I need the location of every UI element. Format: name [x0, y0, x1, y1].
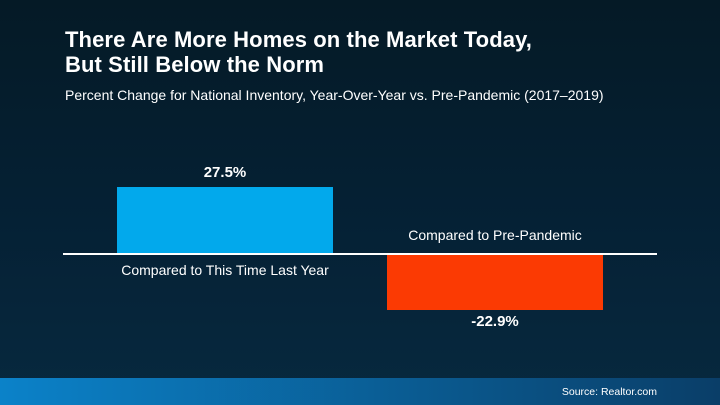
footer-bar: Source: Realtor.com	[0, 378, 720, 405]
axis-baseline	[63, 253, 657, 255]
category-label-pre-pandemic: Compared to Pre-Pandemic	[408, 227, 582, 243]
source-credit: Source: Realtor.com	[561, 385, 657, 398]
title-line-2: But Still Below the Norm	[65, 52, 325, 77]
header: There Are More Homes on the Market Today…	[65, 27, 700, 103]
chart-subtitle: Percent Change for National Inventory, Y…	[65, 87, 604, 103]
value-label-pre-pandemic: -22.9%	[471, 313, 519, 330]
bar-compared-last-year	[117, 186, 333, 254]
page-title: There Are More Homes on the Market Today…	[65, 27, 700, 77]
bar-compared-pre-pandemic	[387, 255, 603, 311]
category-label-last-year: Compared to This Time Last Year	[121, 262, 329, 278]
title-line-1: There Are More Homes on the Market Today…	[65, 27, 533, 52]
value-label-last-year: 27.5%	[203, 164, 247, 181]
